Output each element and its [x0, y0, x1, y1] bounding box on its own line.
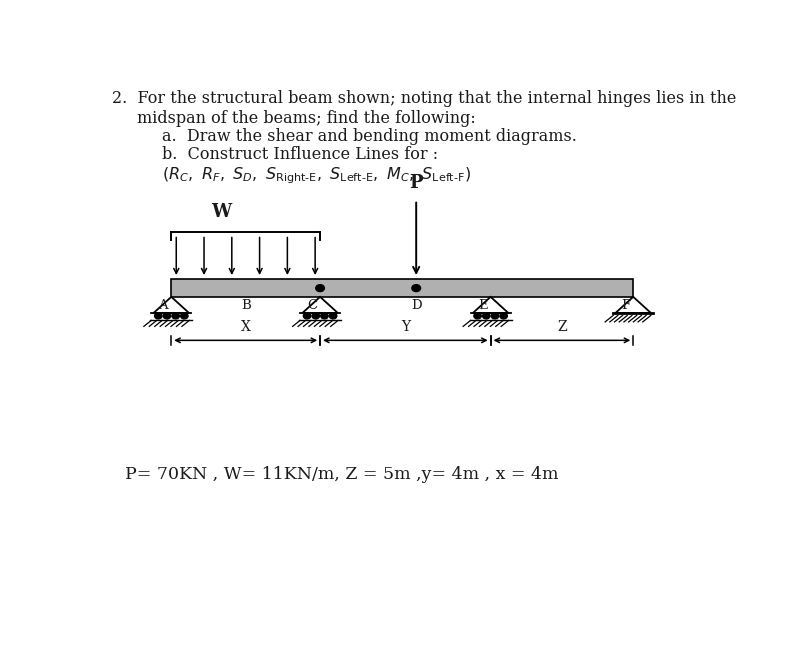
Text: a.  Draw the shear and bending moment diagrams.: a. Draw the shear and bending moment dia…	[162, 129, 577, 146]
Circle shape	[181, 313, 188, 319]
Circle shape	[482, 313, 490, 319]
Polygon shape	[154, 297, 189, 313]
Text: A: A	[158, 299, 168, 312]
Text: F: F	[622, 299, 630, 312]
Text: D: D	[411, 299, 422, 312]
Circle shape	[500, 313, 507, 319]
Text: E: E	[478, 299, 487, 312]
Text: 2.  For the structural beam shown; noting that the internal hinges lies in the: 2. For the structural beam shown; noting…	[112, 90, 737, 107]
Text: $(R_C,\ R_F,\ S_D,\ S_{\rm Right\text{-}E},\ S_{\rm Left\text{-}E},\ M_C,\ S_{\r: $(R_C,\ R_F,\ S_D,\ S_{\rm Right\text{-}…	[162, 166, 471, 186]
Text: P: P	[410, 174, 423, 192]
Circle shape	[474, 313, 482, 319]
Text: B: B	[241, 299, 250, 312]
Circle shape	[321, 313, 328, 319]
Text: P= 70KN , W= 11KN/m, Z = 5m ,y= 4m , x = 4m: P= 70KN , W= 11KN/m, Z = 5m ,y= 4m , x =…	[125, 466, 558, 483]
Text: Y: Y	[401, 320, 410, 334]
Text: X: X	[241, 320, 250, 334]
Circle shape	[303, 313, 311, 319]
Circle shape	[412, 285, 421, 292]
Polygon shape	[615, 297, 651, 313]
Circle shape	[330, 313, 337, 319]
Circle shape	[154, 313, 162, 319]
Circle shape	[163, 313, 170, 319]
Text: b.  Construct Influence Lines for :: b. Construct Influence Lines for :	[162, 146, 438, 164]
Text: C: C	[307, 299, 317, 312]
Circle shape	[312, 313, 319, 319]
Text: midspan of the beams; find the following:: midspan of the beams; find the following…	[138, 109, 476, 127]
Circle shape	[316, 285, 325, 292]
Circle shape	[172, 313, 179, 319]
Polygon shape	[302, 297, 338, 313]
Polygon shape	[473, 297, 508, 313]
Text: Z: Z	[557, 320, 566, 334]
FancyBboxPatch shape	[171, 280, 634, 297]
Circle shape	[491, 313, 498, 319]
Text: W: W	[211, 203, 231, 221]
